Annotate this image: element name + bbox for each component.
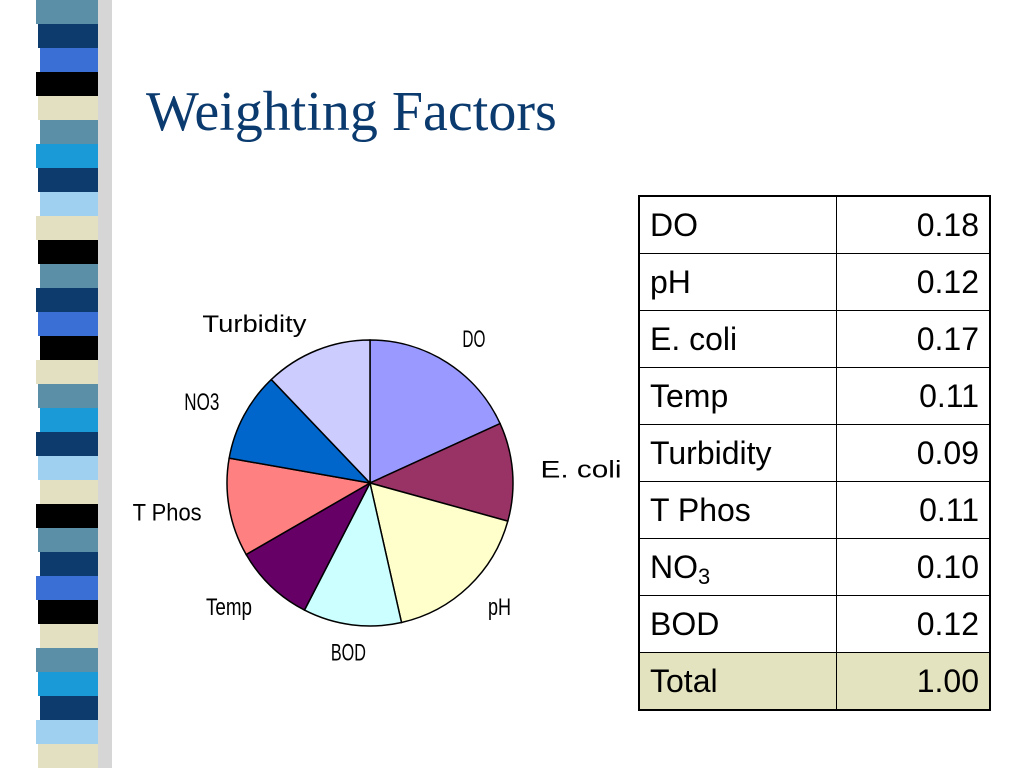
strip-band: [38, 744, 98, 768]
strip-band: [36, 720, 98, 744]
factor-value: 1.00: [836, 652, 991, 711]
strip-band: [40, 552, 98, 576]
strip-band: [36, 0, 98, 24]
factor-name: pH: [650, 264, 691, 300]
pie-slice-no3: [228, 378, 373, 485]
strip-band: [40, 264, 98, 288]
factor-name: Turbidity: [650, 435, 772, 471]
factor-name: E. coli: [650, 321, 738, 357]
factor-name-cell: DO: [638, 195, 837, 254]
factor-name: NO: [650, 549, 698, 585]
table-row: T Phos 0.11: [638, 481, 991, 539]
factor-name: T Phos: [650, 492, 751, 528]
strip-band: [40, 408, 98, 432]
strip-band: [36, 288, 98, 312]
factor-value: 0.17: [836, 310, 991, 368]
factor-name-cell: Turbidity: [638, 424, 837, 482]
factor-name-subscript: 3: [698, 564, 711, 589]
factor-value: 0.12: [836, 595, 991, 653]
pie-label-t-phos: T Phos: [133, 500, 202, 527]
factor-value: 0.11: [836, 367, 991, 425]
table-row: NO3 0.10: [638, 538, 991, 596]
pie-chart: DO E. coli pH BOD Temp T Phos NO3 Turbidity: [133, 311, 621, 667]
factor-name-cell: Temp: [638, 367, 837, 425]
strip-band: [40, 696, 98, 720]
strip-band: [36, 432, 98, 456]
pie-label-e-coli: E. coli: [541, 456, 621, 483]
weights-table: DO 0.18 pH 0.12 E. coli 0.17 Temp 0.11 Turbidity…: [638, 195, 991, 711]
table-total-row: Total 1.00: [638, 652, 991, 711]
factor-name: Total: [650, 663, 718, 699]
strip-band: [38, 600, 98, 624]
factor-value: 0.18: [836, 195, 991, 254]
pie-label-ph: pH: [488, 594, 511, 621]
pie-label-turbidity: Turbidity: [202, 311, 306, 338]
pie-slice-bod: [303, 480, 403, 627]
strip-band: [38, 24, 98, 48]
strip-band: [38, 384, 98, 408]
slide-title: Weighting Factors: [146, 81, 557, 143]
table-row: BOD 0.12: [638, 595, 991, 653]
factor-value: 0.10: [836, 538, 991, 596]
strip-band: [36, 504, 98, 528]
factor-name: DO: [650, 207, 698, 243]
table-row: Temp 0.11: [638, 367, 991, 425]
strip-band: [40, 336, 98, 360]
factor-name: BOD: [650, 606, 720, 642]
pie-label-do: DO: [462, 326, 485, 353]
factor-name-cell: Total: [638, 652, 837, 711]
factor-value: 0.11: [836, 481, 991, 539]
decorative-side-strip: [36, 0, 112, 768]
pie-slice-e-coli: [367, 422, 514, 523]
factor-name-cell: NO3: [638, 538, 837, 596]
factor-name-cell: T Phos: [638, 481, 837, 539]
strip-band: [40, 624, 98, 648]
factor-value: 0.09: [836, 424, 991, 482]
factor-name-cell: BOD: [638, 595, 837, 653]
strip-band: [38, 456, 98, 480]
strip-band: [36, 216, 98, 240]
pie-slice-temp: [245, 481, 372, 612]
pie-label-temp: Temp: [206, 594, 252, 621]
strip-band: [40, 192, 98, 216]
factor-value: 0.12: [836, 253, 991, 311]
strip-band: [36, 144, 98, 168]
strip-band: [40, 120, 98, 144]
factor-name-cell: E. coli: [638, 310, 837, 368]
table-row: DO 0.18: [638, 195, 991, 254]
factor-name: Temp: [650, 378, 729, 414]
table-row: Turbidity 0.09: [638, 424, 991, 482]
strip-band: [38, 672, 98, 696]
strip-band: [40, 48, 98, 72]
strip-band: [36, 576, 98, 600]
strip-band: [36, 648, 98, 672]
pie-slice-t-phos: [226, 457, 373, 556]
pie-slice-turbidity: [270, 339, 371, 485]
table-row: pH 0.12: [638, 253, 991, 311]
strip-band: [38, 96, 98, 120]
pie-label-bod: BOD: [331, 640, 366, 667]
strip-band: [36, 72, 98, 96]
strip-band: [36, 360, 98, 384]
factor-name-cell: pH: [638, 253, 837, 311]
table-row: E. coli 0.17: [638, 310, 991, 368]
strip-band: [38, 528, 98, 552]
strip-shadow: [98, 0, 112, 768]
pie-slice-do: [369, 339, 502, 485]
strip-band: [38, 312, 98, 336]
pie-label-no3: NO3: [184, 389, 219, 416]
strip-band: [38, 240, 98, 264]
strip-band: [40, 480, 98, 504]
pie-slice-ph: [368, 481, 509, 624]
strip-band: [38, 168, 98, 192]
